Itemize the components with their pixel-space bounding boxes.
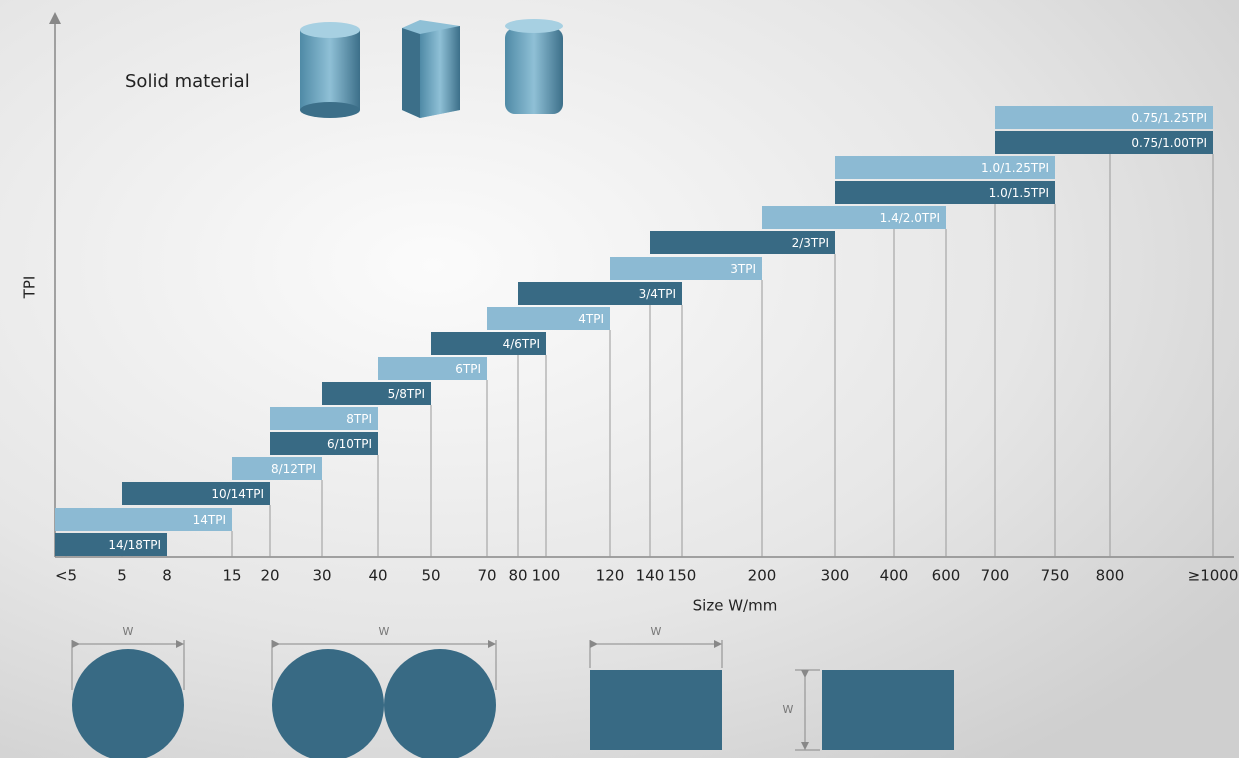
tpi-bar — [378, 357, 487, 380]
tpi-label: 6TPI — [455, 362, 481, 376]
x-axis-label: Size W/mm — [693, 597, 778, 615]
tpi-label: 10/14TPI — [211, 487, 264, 501]
tpi-bar — [431, 332, 546, 355]
material-icons — [300, 19, 563, 118]
tpi-bar — [270, 407, 378, 430]
x-tick-label: 30 — [312, 567, 331, 585]
x-tick-label: 100 — [532, 567, 561, 585]
tpi-bar — [487, 307, 610, 330]
tpi-label: 0.75/1.25TPI — [1131, 111, 1207, 125]
tpi-label: 0.75/1.00TPI — [1131, 136, 1207, 150]
title: Solid material — [125, 71, 250, 92]
x-tick-label: 140 — [636, 567, 665, 585]
x-tick-label: 750 — [1041, 567, 1070, 585]
tpi-label: 14/18TPI — [108, 538, 161, 552]
tpi-bar — [55, 533, 167, 556]
tpi-bar — [835, 156, 1055, 179]
tpi-bar — [995, 106, 1213, 129]
tpi-bar — [322, 382, 431, 405]
x-tick-label: 20 — [260, 567, 279, 585]
dimension-label: W — [651, 625, 662, 638]
tpi-label: 1.4/2.0TPI — [880, 211, 940, 225]
tpi-label: 1.0/1.25TPI — [981, 161, 1049, 175]
tpi-bar — [995, 131, 1213, 154]
x-tick-label: 70 — [477, 567, 496, 585]
x-tick-label: 5 — [117, 567, 127, 585]
x-tick-label: 600 — [932, 567, 961, 585]
dimension-labels: W W W W — [123, 625, 794, 716]
x-tick-label: 15 — [222, 567, 241, 585]
tpi-bar — [610, 257, 762, 280]
x-tick-label: 150 — [668, 567, 697, 585]
cross-sections — [71, 640, 954, 758]
tpi-label: 5/8TPI — [388, 387, 425, 401]
tpi-bar — [270, 432, 378, 455]
x-tick-label: 300 — [821, 567, 850, 585]
tpi-label: 2/3TPI — [792, 236, 829, 250]
x-tick-label: 200 — [748, 567, 777, 585]
tpi-bar — [835, 181, 1055, 204]
tpi-label: 8TPI — [346, 412, 372, 426]
tpi-bar — [122, 482, 270, 505]
tpi-label: 4TPI — [578, 312, 604, 326]
tpi-label: 14TPI — [193, 513, 226, 527]
dimension-label: W — [123, 625, 134, 638]
y-axis-label: TPI — [21, 276, 39, 300]
x-tick-label: 50 — [421, 567, 440, 585]
tpi-bar — [518, 282, 682, 305]
tpi-label: 6/10TPI — [327, 437, 372, 451]
x-tick-label: 400 — [880, 567, 909, 585]
x-tick-label: 120 — [596, 567, 625, 585]
tpi-bar — [762, 206, 946, 229]
tpi-bar — [55, 508, 232, 531]
tpi-bar — [650, 231, 835, 254]
x-tick-label: 8 — [162, 567, 172, 585]
tpi-label: 8/12TPI — [271, 462, 316, 476]
x-tick-label: ≥1000 — [1188, 567, 1239, 585]
tpi-label: 1.0/1.5TPI — [989, 186, 1049, 200]
tpi-label: 3/4TPI — [639, 287, 676, 301]
dimension-label: W — [783, 703, 794, 716]
x-tick-label: 800 — [1096, 567, 1125, 585]
plot: <5 5 8 15 20 30 40 50 70 80 100 120 140 150 200 300 400 6… — [55, 106, 1238, 585]
x-tick-label: 40 — [368, 567, 387, 585]
tpi-label: 4/6TPI — [503, 337, 540, 351]
x-tick-label: 80 — [508, 567, 527, 585]
tpi-bar — [232, 457, 322, 480]
tpi-label: 3TPI — [730, 262, 756, 276]
x-tick-label: 700 — [981, 567, 1010, 585]
x-tick-label: <5 — [55, 567, 77, 585]
dimension-label: W — [379, 625, 390, 638]
